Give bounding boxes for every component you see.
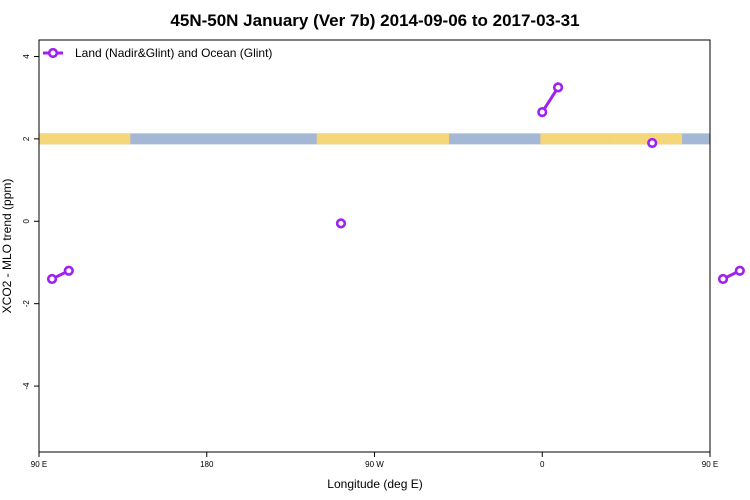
x-tick-label: 90 E [702,460,718,469]
land-region [39,133,131,145]
y-axis: 4 2 0 -2 -4 [22,54,39,390]
y-tick-label: 0 [22,219,31,224]
chart-title: 45N-50N January (Ver 7b) 2014-09-06 to 2… [170,11,579,30]
legend-label: Land (Nadir&Glint) and Ocean (Glint) [75,46,272,60]
y-tick-label: 4 [22,54,31,59]
land-region [609,133,683,145]
data-point [537,106,548,118]
data-point [717,273,729,285]
x-axis-label: Longitude (deg E) [327,477,422,491]
y-tick-label: -2 [22,300,31,308]
land-region [316,133,450,145]
map-strip [39,133,710,145]
data-point [46,273,58,285]
x-tick-label: 180 [200,460,214,469]
x-tick-label: 90 W [365,460,384,469]
data-point [734,265,745,276]
x-axis: 90 E 180 90 W 0 90 E [31,452,718,469]
y-tick-label: 2 [22,136,31,141]
x-tick-label: 0 [540,460,545,469]
data-point [647,137,658,149]
y-tick-label: -4 [22,382,31,390]
legend-marker [47,47,59,59]
plot-frame [38,39,711,453]
data-point [335,218,347,229]
x-tick-label: 90 E [31,460,47,469]
data-point [552,82,564,93]
series-layer [46,82,745,285]
legend: Land (Nadir&Glint) and Ocean (Glint) [43,46,272,60]
land-region [540,133,610,145]
data-point [63,265,74,276]
y-axis-label: XCO2 - MLO trend (ppm) [0,179,14,314]
